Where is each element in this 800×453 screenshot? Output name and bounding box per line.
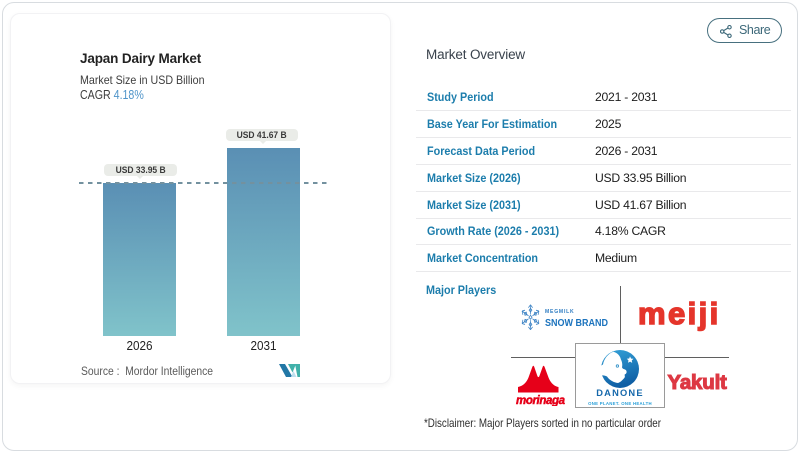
svg-text:morinaga: morinaga (516, 395, 566, 406)
svg-text:SNOW BRAND: SNOW BRAND (545, 318, 608, 329)
svg-text:MEGMILK: MEGMILK (545, 309, 575, 315)
